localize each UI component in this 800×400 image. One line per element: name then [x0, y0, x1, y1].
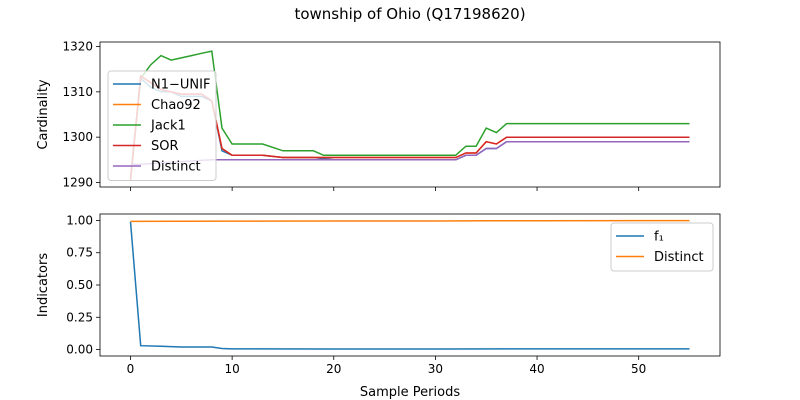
cardinality-panel: 1290 1300 1310 1320 Cardinality N1−UNIF Chao92…: [36, 40, 721, 191]
legend-label-distinct: Distinct: [151, 160, 201, 175]
legend-label-sor: SOR: [151, 139, 179, 154]
y-tick-label: 1290: [62, 175, 93, 189]
legend-label-jack1: Jack1: [150, 119, 186, 134]
x-axis-label: Sample Periods: [360, 385, 460, 400]
series-line-distinct: [130, 219, 690, 223]
y-axis-label: Cardinality: [36, 79, 51, 150]
y-tick-label: 1310: [62, 85, 93, 99]
y-tick-label: 0.50: [66, 278, 93, 292]
y-axis-label: Indicators: [36, 253, 51, 317]
legend-label-n1-unif: N1−UNIF: [151, 78, 210, 93]
indicators-panel: 0 10 20 30 40 50 0.00 0.25 0.50 0.75 1.00 Indicator…: [36, 213, 721, 376]
x-tick-label: 50: [631, 362, 646, 376]
axes-frame: [99, 41, 721, 188]
y-tick-label: 1300: [62, 130, 93, 144]
x-tick-label: 30: [428, 362, 443, 376]
legend: N1−UNIF Chao92 Jack1 SOR Distinct: [107, 70, 217, 181]
legend-label-distinct: Distinct: [654, 250, 704, 265]
y-tick-label: 0.00: [66, 343, 93, 357]
legend-label-f: f₁: [654, 230, 664, 245]
series-line-jack1: [129, 50, 690, 181]
y-tick-label: 0.25: [66, 310, 93, 324]
legend-label-chao92: Chao92: [151, 98, 201, 113]
chart-title: township of Ohio (Q17198620): [294, 5, 525, 23]
legend: f₁ Distinct: [610, 222, 714, 272]
legend-box: [107, 70, 217, 181]
y-tick-label: 1320: [62, 40, 93, 54]
y-tick-label: 0.75: [66, 246, 93, 260]
x-tick-label: 10: [224, 362, 239, 376]
legend-box: [610, 222, 714, 272]
y-tick-label: 1.00: [66, 213, 93, 227]
x-tick-label: 40: [529, 362, 544, 376]
x-tick-label: 20: [326, 362, 341, 376]
series-line-f: [129, 221, 690, 350]
x-tick-label: 0: [127, 362, 135, 376]
